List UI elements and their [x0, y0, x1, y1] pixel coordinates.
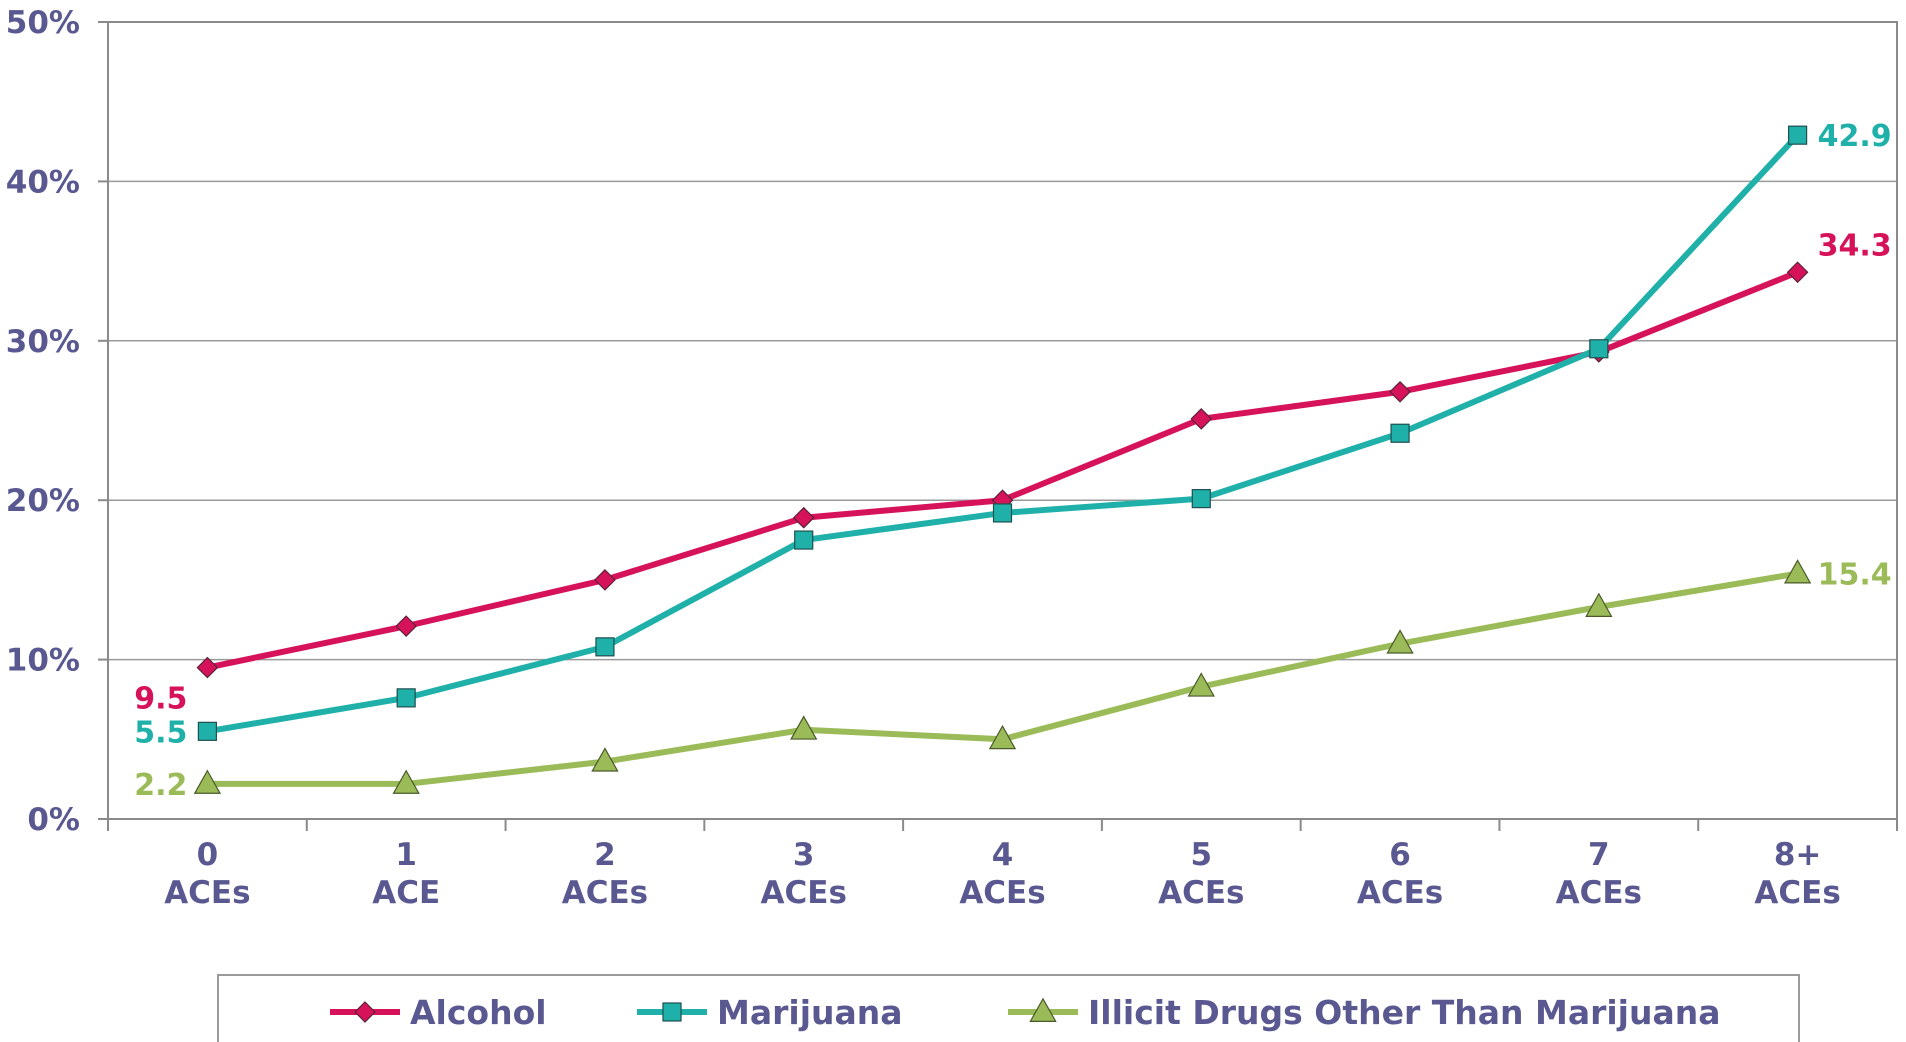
y-tick-label: 20%	[6, 483, 80, 519]
data-point	[1585, 592, 1613, 617]
data-point	[792, 506, 815, 529]
x-tick-label-line: ACEs	[562, 875, 648, 911]
data-point	[1786, 261, 1809, 284]
data-label: 9.5	[134, 682, 187, 717]
x-tick-label-line: 4	[992, 837, 1014, 873]
data-point	[1783, 559, 1812, 584]
x-tick-label: 5 ACEs	[1158, 837, 1244, 911]
x-tick-label-line: 6	[1389, 837, 1411, 873]
x-tick-label-line: ACEs	[959, 875, 1045, 911]
x-tick-label-line: 2	[594, 837, 616, 873]
x-tick-label-line: 8+	[1774, 837, 1822, 873]
legend-label: Marijuana	[717, 993, 903, 1032]
x-tick-label: 7 ACEs	[1556, 837, 1642, 911]
data-point	[595, 637, 615, 657]
data-point	[1187, 672, 1215, 697]
x-tick-label-line: ACEs	[761, 875, 847, 911]
data-point	[794, 530, 814, 550]
data-point	[1390, 423, 1410, 443]
data-point	[988, 724, 1017, 750]
series-line	[207, 570, 1799, 787]
data-point	[790, 715, 818, 740]
legend: Alcohol Marijuana Illicit Drugs Other Than…	[217, 974, 1800, 1042]
y-tick-label: 50%	[6, 5, 80, 41]
x-tick-label: 1 ACE	[372, 837, 440, 911]
legend-label: Alcohol	[410, 993, 547, 1032]
data-point	[591, 747, 619, 772]
legend-marker	[662, 1002, 682, 1022]
data-point	[992, 503, 1013, 523]
data-point	[1589, 339, 1609, 359]
series-illicit-drugs-other-than-marijuana	[193, 559, 1812, 794]
x-tick-label-line: 5	[1190, 837, 1212, 873]
x-tick-label-line: ACEs	[1357, 875, 1443, 911]
legend-item: Marijuana	[637, 993, 903, 1032]
legend-box	[217, 974, 1800, 1042]
x-tick-label-line: ACEs	[164, 875, 250, 911]
data-label: 42.9	[1818, 119, 1892, 154]
data-point	[395, 615, 418, 637]
data-label: 15.4	[1818, 558, 1892, 593]
x-tick-label-line: 7	[1588, 837, 1610, 873]
legend-item: Alcohol	[330, 993, 547, 1032]
data-point	[1191, 489, 1211, 509]
x-tick-label-line: ACE	[372, 875, 440, 911]
y-tick-label: 30%	[6, 324, 80, 360]
series-lines	[193, 125, 1812, 794]
x-tick-label: 3 ACEs	[761, 837, 847, 911]
x-tick-label-line: 3	[793, 837, 815, 873]
data-labels: 9.5 34.3 5.5 42.9 2.2 15.4	[134, 119, 1891, 803]
x-tick-label: 6 ACEs	[1357, 837, 1443, 911]
plot-area-frame	[107, 21, 1898, 820]
series-line	[206, 269, 1799, 671]
x-tick-label-line: ACEs	[1158, 875, 1244, 911]
legend-label: Illicit Drugs Other Than Marijuana	[1088, 993, 1721, 1032]
data-point	[396, 688, 416, 708]
legend-item: Illicit Drugs Other Than Marijuana	[1008, 993, 1721, 1032]
data-point	[392, 769, 420, 794]
series-line	[206, 133, 1800, 735]
legend-marker	[354, 1001, 376, 1023]
data-point	[1788, 125, 1808, 145]
legend-marker	[1029, 997, 1057, 1022]
gridlines	[108, 180, 1897, 661]
y-tick-label: 10%	[6, 643, 80, 679]
x-tick-label: 0 ACEs	[164, 837, 250, 911]
x-tick-label: 4 ACEs	[959, 837, 1045, 911]
x-tick-label-line: ACEs	[1754, 875, 1840, 911]
data-label: 34.3	[1818, 228, 1892, 263]
data-point	[1190, 408, 1213, 430]
x-tick-label-line: 1	[395, 837, 417, 873]
data-point	[1389, 380, 1411, 403]
x-tick-label: 2 ACEs	[562, 837, 648, 911]
y-tick-label: 0%	[27, 802, 80, 838]
x-tick-label-line: ACEs	[1556, 875, 1642, 911]
x-tick-label: 8+ ACEs	[1754, 837, 1840, 911]
data-point	[193, 769, 222, 794]
data-label: 5.5	[134, 715, 187, 750]
x-tick-label-line: 0	[197, 837, 219, 873]
series-marijuana	[197, 125, 1808, 741]
y-tick-label: 40%	[6, 164, 80, 200]
data-point	[1386, 629, 1414, 654]
data-point	[197, 721, 217, 741]
data-label: 2.2	[134, 768, 187, 803]
data-point	[594, 569, 616, 591]
data-point	[196, 656, 219, 679]
